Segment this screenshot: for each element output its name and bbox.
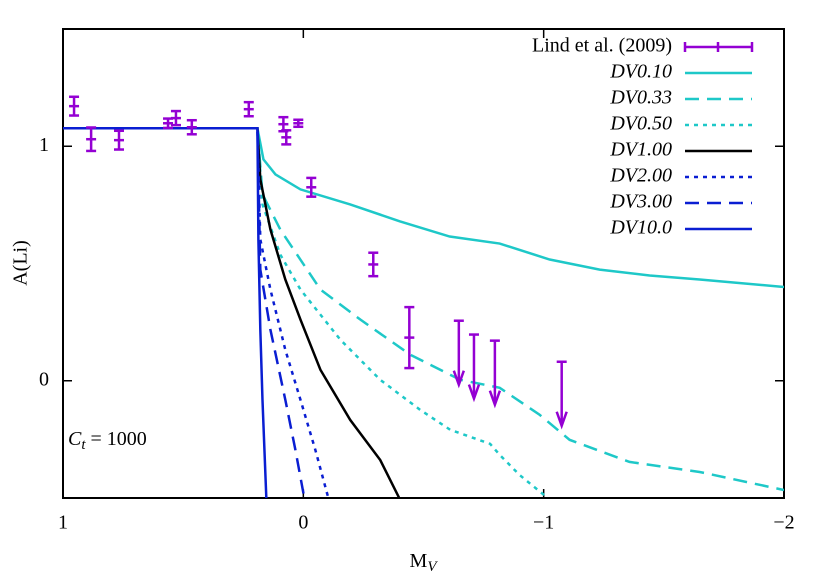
limit-head bbox=[452, 370, 466, 389]
upper-limit bbox=[452, 319, 466, 389]
error-point bbox=[404, 305, 415, 370]
limit-head bbox=[555, 411, 568, 430]
error-point bbox=[243, 100, 254, 118]
legend-label: DV2.00 bbox=[609, 165, 672, 187]
series-line bbox=[63, 126, 784, 289]
error-point bbox=[170, 109, 181, 127]
series-line bbox=[63, 126, 784, 492]
error-point bbox=[368, 251, 379, 278]
y-axis-label: A(Li) bbox=[10, 240, 32, 286]
y-tick-label: 1 bbox=[39, 134, 49, 156]
upper-limit bbox=[467, 333, 481, 403]
annotation-main: C bbox=[68, 428, 82, 450]
error-point bbox=[293, 118, 304, 129]
x-tick-label: −2 bbox=[773, 512, 794, 534]
error-point bbox=[281, 129, 292, 146]
legend-label: DV0.33 bbox=[609, 87, 672, 109]
annotation-suffix: = 1000 bbox=[86, 428, 147, 450]
series-line bbox=[63, 126, 549, 498]
legend-label: DV3.00 bbox=[609, 191, 672, 213]
error-point bbox=[86, 126, 97, 153]
legend-label: Lind et al. (2009) bbox=[532, 35, 672, 57]
plot-frame bbox=[62, 28, 785, 499]
series-line bbox=[63, 126, 306, 498]
annotation-sub: t bbox=[81, 437, 86, 453]
annotation: Ct = 1000 bbox=[68, 428, 147, 454]
legend-label: DV10.0 bbox=[609, 217, 672, 239]
error-point bbox=[186, 118, 197, 136]
series-line bbox=[63, 126, 268, 498]
error-point bbox=[306, 176, 317, 198]
y-tick-label: 0 bbox=[39, 368, 49, 390]
legend-label: DV0.10 bbox=[609, 61, 672, 83]
upper-limit bbox=[488, 339, 502, 409]
x-tick-label: −1 bbox=[533, 512, 554, 534]
legend-label: DV0.50 bbox=[609, 113, 672, 135]
upper-limit bbox=[555, 360, 568, 430]
x-label-main: M bbox=[410, 550, 428, 572]
x-label-sub: V bbox=[427, 559, 438, 575]
error-point bbox=[113, 129, 124, 151]
x-tick-label: 0 bbox=[298, 512, 308, 534]
error-point bbox=[163, 117, 174, 130]
limit-head bbox=[467, 384, 481, 403]
legend-label: DV1.00 bbox=[609, 139, 672, 161]
error-point bbox=[69, 95, 80, 117]
limit-head bbox=[488, 390, 502, 409]
series-line bbox=[63, 126, 330, 498]
x-tick-label: 1 bbox=[58, 512, 68, 534]
x-axis-label: MV bbox=[410, 550, 439, 576]
